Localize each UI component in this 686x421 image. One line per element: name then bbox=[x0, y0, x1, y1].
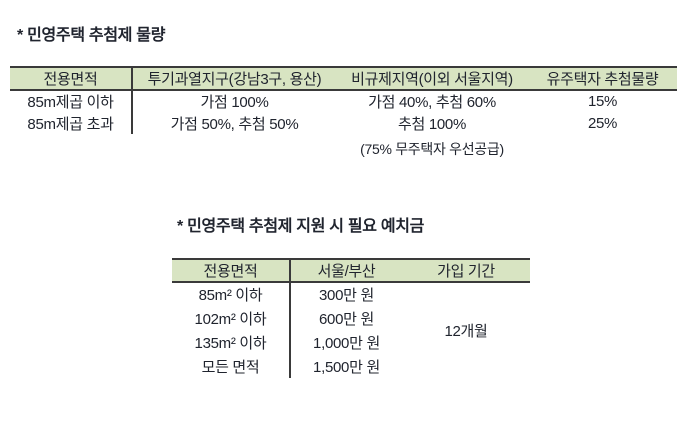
column-header-seoul-busan: 서울/부산 bbox=[290, 258, 402, 283]
column-header-area: 전용면적 bbox=[172, 258, 291, 283]
cell-overheated-ratio: 가점 100% bbox=[200, 94, 269, 111]
table-row: 모든 면적 1,500만 원 bbox=[172, 354, 530, 378]
cell-owner-volume: 25% bbox=[587, 114, 618, 132]
column-header-nonregulated-zone: 비규제지역(이외 서울지역) bbox=[336, 66, 528, 91]
cell-area: 85m제곱 초과 bbox=[10, 112, 133, 134]
table-row: 85m² 이하 300만 원 12개월 bbox=[172, 282, 530, 340]
cell-area: 102m² 이하 bbox=[172, 306, 291, 330]
column-header-area: 전용면적 bbox=[10, 66, 133, 91]
cell-area: 85m제곱 이하 bbox=[10, 90, 133, 112]
section2-title: * 민영주택 추첨제 지원 시 필요 예치금 bbox=[177, 218, 425, 235]
cell-deposit: 600만 원 bbox=[319, 310, 374, 328]
table-row: 102m² 이하 600만 원 bbox=[172, 306, 530, 330]
cell-overheated-ratio: 가점 50%, 추첨 50% bbox=[170, 115, 299, 133]
table-header-row: 전용면적 서울/부산 가입 기간 bbox=[172, 258, 530, 283]
cell-nonregulated-ratio: 가점 40%, 추첨 60% bbox=[368, 94, 496, 111]
table-header-row: 전용면적 투기과열지구(강남3구, 용산) 비규제지역(이외 서울지역) 유주택… bbox=[10, 66, 677, 91]
cell-area: 135m² 이하 bbox=[172, 330, 291, 354]
table-row: 85m제곱 이하 가점 100% 가점 40%, 추첨 60% 15% bbox=[10, 90, 677, 112]
table-row: 85m제곱 초과 가점 50%, 추첨 50% 추첨 100% 25% bbox=[10, 112, 677, 134]
cell-area: 모든 면적 bbox=[172, 354, 291, 378]
column-header-owner-lottery-volume: 유주택자 추첨물량 bbox=[528, 66, 677, 91]
cell-area: 85m² 이하 bbox=[172, 282, 291, 306]
table-footnote: (75% 무주택자 우선공급) bbox=[360, 141, 504, 157]
table-row: 135m² 이하 1,000만 원 bbox=[172, 330, 530, 354]
column-header-join-period: 가입 기간 bbox=[402, 258, 530, 283]
cell-deposit: 1,000만 원 bbox=[313, 334, 380, 352]
cell-nonregulated-ratio: 추첨 100% bbox=[397, 115, 467, 133]
deposit-table: 전용면적 서울/부산 가입 기간 85m² 이하 300만 원 12개월 102… bbox=[172, 258, 530, 378]
cell-deposit: 300만 원 bbox=[319, 287, 374, 304]
cell-join-period: 12개월 bbox=[444, 323, 488, 340]
column-header-overheated-zone: 투기과열지구(강남3구, 용산) bbox=[132, 66, 336, 91]
cell-owner-volume: 15% bbox=[587, 93, 618, 110]
section1-title: * 민영주택 추첨제 물량 bbox=[17, 27, 166, 44]
lottery-volume-table: 전용면적 투기과열지구(강남3구, 용산) 비규제지역(이외 서울지역) 유주택… bbox=[10, 66, 677, 134]
cell-deposit: 1,500만 원 bbox=[313, 358, 380, 376]
